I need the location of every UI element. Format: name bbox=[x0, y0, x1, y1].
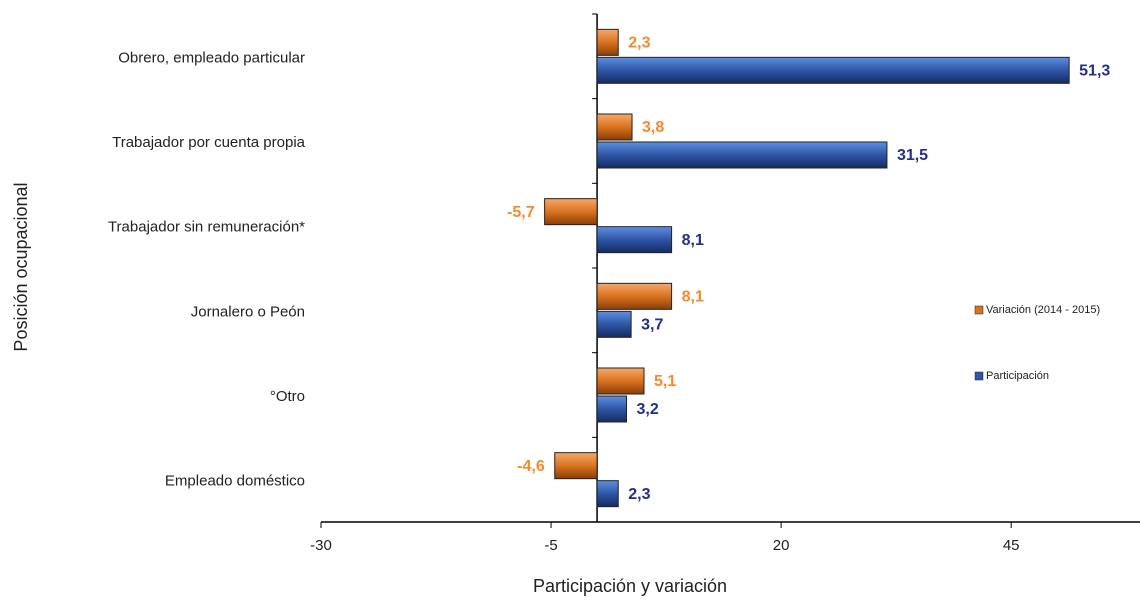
y-tick-label: °Otro bbox=[270, 388, 305, 405]
legend-swatch bbox=[974, 371, 984, 381]
bar bbox=[596, 113, 633, 141]
y-tick-label: Empleado doméstico bbox=[165, 473, 305, 490]
bar bbox=[596, 310, 632, 338]
value-label: 51,3 bbox=[1079, 63, 1110, 80]
bar bbox=[596, 56, 1070, 84]
bar bbox=[596, 282, 673, 310]
legend-label: Participación bbox=[986, 370, 1049, 382]
value-label: 8,1 bbox=[682, 289, 704, 306]
value-label: 3,2 bbox=[637, 401, 659, 418]
value-label: 2,3 bbox=[628, 486, 650, 503]
y-tick-label: Trabajador por cuenta propia bbox=[112, 134, 306, 151]
value-label: 3,8 bbox=[642, 119, 664, 136]
bar bbox=[596, 226, 673, 254]
y-tick-label: Jornalero o Peón bbox=[191, 303, 305, 320]
value-label: 8,1 bbox=[682, 232, 704, 249]
bar bbox=[544, 198, 598, 226]
y-tick-label: Obrero, empleado particular bbox=[118, 49, 305, 66]
x-axis-label: Participación y variación bbox=[533, 576, 727, 596]
x-tick-label: -5 bbox=[544, 537, 557, 554]
value-label: 3,7 bbox=[641, 317, 663, 334]
value-label: -4,6 bbox=[517, 458, 545, 475]
x-tick-label: 20 bbox=[773, 537, 790, 554]
y-axis-label: Posición ocupacional bbox=[11, 182, 31, 351]
value-label: -5,7 bbox=[507, 204, 535, 221]
value-label: 31,5 bbox=[897, 147, 928, 164]
bar bbox=[596, 395, 628, 423]
x-tick-label: -30 bbox=[310, 537, 332, 554]
bar bbox=[596, 141, 888, 169]
bar bbox=[596, 367, 645, 395]
value-label: 2,3 bbox=[628, 35, 650, 52]
x-tick-label: 45 bbox=[1003, 537, 1020, 554]
bar bbox=[554, 452, 598, 480]
legend-swatch bbox=[974, 305, 984, 315]
legend-label: Variación (2014 - 2015) bbox=[986, 304, 1100, 316]
bar bbox=[596, 480, 619, 508]
bar bbox=[596, 28, 619, 56]
y-tick-label: Trabajador sin remuneración* bbox=[108, 219, 305, 236]
value-label: 5,1 bbox=[654, 373, 676, 390]
